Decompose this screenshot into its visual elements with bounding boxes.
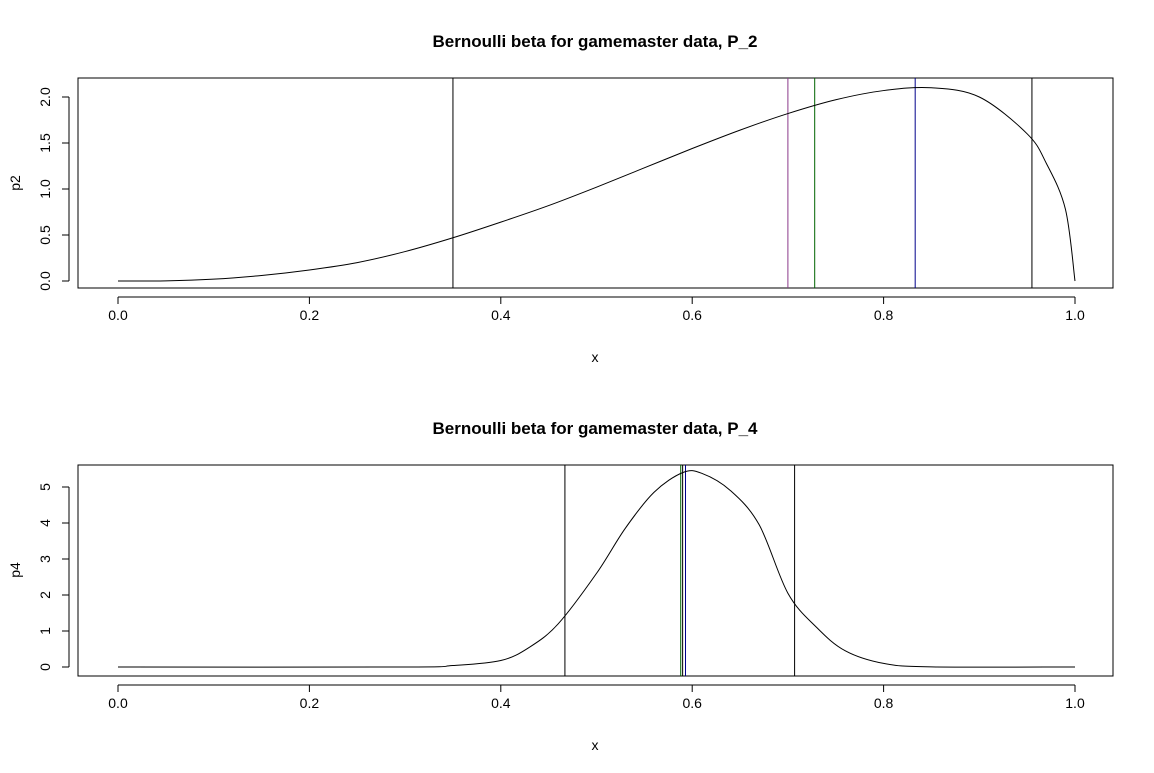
y-axis: 0 1 2 3 4 5 (37, 483, 70, 671)
y-tick-label: 3 (37, 555, 53, 563)
y-tick-label: 5 (37, 483, 53, 491)
chart-panel-p2: Bernoulli beta for gamemaster data, P_2 … (7, 32, 1114, 365)
chart-title: Bernoulli beta for gamemaster data, P_2 (433, 32, 758, 51)
y-tick-label: 1 (37, 627, 53, 635)
x-tick-label: 0.2 (300, 695, 320, 711)
y-axis: 0.0 0.5 1.0 1.5 2.0 (37, 87, 70, 291)
x-tick-label: 0.6 (682, 695, 702, 711)
y-tick-label: 0 (37, 663, 53, 671)
y-tick-label: 1.0 (37, 179, 53, 199)
x-tick-label: 0.0 (108, 695, 128, 711)
density-curve (117, 86, 1076, 282)
chart-panel-p4: Bernoulli beta for gamemaster data, P_4 … (7, 419, 1114, 753)
x-axis-label: x (592, 349, 599, 365)
y-axis-label: p4 (7, 562, 23, 578)
x-tick-label: 0.2 (300, 307, 320, 323)
x-tick-label: 1.0 (1065, 695, 1085, 711)
plot-frame (77, 77, 1114, 289)
x-axis: 0.0 0.2 0.4 0.6 0.8 1.0 (108, 684, 1085, 711)
x-tick-label: 0.4 (491, 695, 511, 711)
y-tick-label: 0.0 (37, 271, 53, 291)
y-tick-label: 2.0 (37, 87, 53, 107)
y-tick-label: 0.5 (37, 225, 53, 245)
plot-frame (77, 464, 1114, 677)
x-tick-label: 1.0 (1065, 307, 1085, 323)
chart-title: Bernoulli beta for gamemaster data, P_4 (433, 419, 759, 438)
y-tick-label: 1.5 (37, 133, 53, 153)
y-axis-label: p2 (7, 175, 23, 191)
x-tick-label: 0.4 (491, 307, 511, 323)
y-tick-label: 4 (37, 519, 53, 527)
y-tick-label: 2 (37, 591, 53, 599)
x-tick-label: 0.0 (108, 307, 128, 323)
x-tick-label: 0.6 (682, 307, 702, 323)
density-curve (117, 470, 1076, 668)
x-axis-label: x (592, 737, 599, 753)
x-tick-label: 0.8 (874, 307, 894, 323)
x-axis: 0.0 0.2 0.4 0.6 0.8 1.0 (108, 296, 1085, 323)
x-tick-label: 0.8 (874, 695, 894, 711)
